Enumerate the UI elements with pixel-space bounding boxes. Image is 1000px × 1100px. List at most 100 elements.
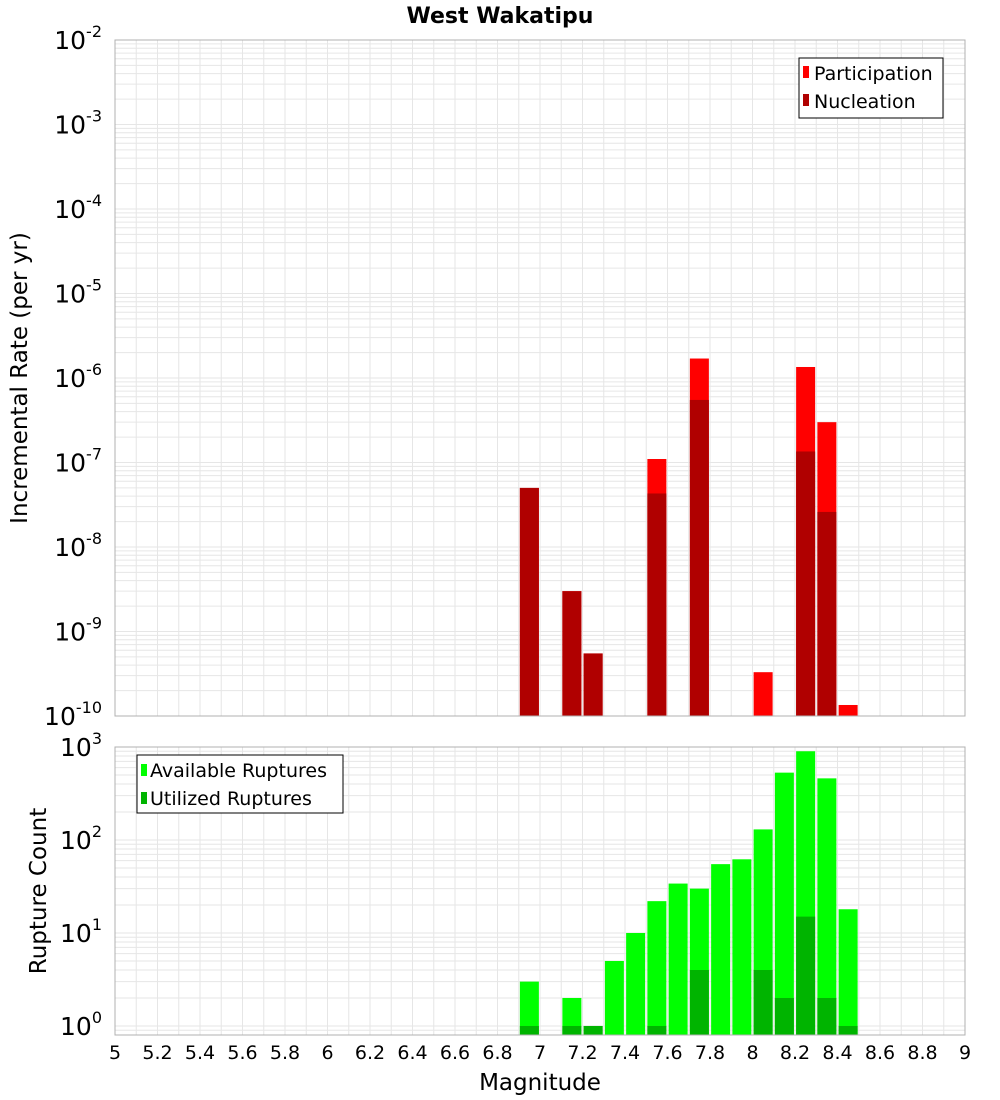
y-tick-base: 10	[54, 111, 86, 140]
available-ruptures-bar	[711, 864, 731, 1035]
utilized-ruptures-bar	[583, 1025, 603, 1035]
x-tick-label: 5	[109, 1042, 121, 1064]
y-tick-label: 10-4	[54, 191, 102, 224]
y-tick-exponent: 3	[92, 729, 102, 748]
available-ruptures-bar	[562, 997, 582, 1035]
rate-bars	[519, 358, 858, 716]
y-tick-exponent: 1	[92, 915, 102, 934]
available-legend-swatch	[141, 764, 147, 776]
x-tick-label: 7.6	[652, 1042, 682, 1064]
nucleation-bar	[562, 591, 582, 716]
y-tick-base: 10	[60, 1012, 92, 1041]
utilized-ruptures-bar	[796, 916, 816, 1035]
y-tick-exponent: -5	[86, 276, 102, 295]
y-tick-base: 10	[54, 280, 86, 309]
y-tick-exponent: 0	[92, 1008, 102, 1027]
y-tick-label: 10-8	[54, 529, 102, 562]
utilized-ruptures-bar	[838, 1025, 858, 1035]
x-tick-label: 7.8	[695, 1042, 725, 1064]
y-tick-exponent: -3	[86, 107, 102, 126]
y-tick-base: 10	[60, 733, 92, 762]
count-legend: Available Ruptures Utilized Ruptures	[136, 754, 344, 814]
nucleation-legend-swatch	[803, 94, 809, 106]
magnitude-x-ticks: 5 5.2 5.4 5.6 5.8 6 6.2 6.4 6.6 6.8 7 7.2 7.4 7.6 7.8 8…	[109, 1042, 971, 1064]
y-tick-exponent: -8	[86, 529, 102, 548]
utilized-legend-swatch	[141, 792, 147, 804]
available-ruptures-bar	[668, 883, 688, 1035]
y-tick-base: 10	[54, 195, 86, 224]
y-tick-exponent: -2	[86, 22, 102, 41]
x-tick-label: 5.8	[270, 1042, 300, 1064]
y-tick-exponent: -6	[86, 360, 102, 379]
rate-grid	[114, 39, 966, 717]
y-tick-exponent: 2	[92, 822, 102, 841]
x-tick-label: 5.6	[227, 1042, 257, 1064]
y-tick-label: 10-7	[54, 445, 102, 478]
x-tick-label: 5.2	[142, 1042, 172, 1064]
count-bars	[519, 751, 858, 1035]
utilized-ruptures-bar	[753, 969, 773, 1035]
x-tick-label: 8.2	[780, 1042, 810, 1064]
x-tick-label: 8	[746, 1042, 758, 1064]
y-tick-base: 10	[54, 364, 86, 393]
x-tick-label: 6.6	[440, 1042, 470, 1064]
x-tick-label: 7.2	[567, 1042, 597, 1064]
chart-title: West Wakatipu	[407, 4, 594, 29]
nucleation-bar	[796, 451, 816, 716]
rate-legend-box	[798, 57, 944, 119]
participation-legend-label: Participation	[814, 63, 933, 85]
available-ruptures-bar	[774, 772, 794, 1035]
x-tick-label: 7	[534, 1042, 546, 1064]
participation-legend-swatch	[803, 66, 809, 78]
utilized-legend-label: Utilized Ruptures	[150, 788, 312, 810]
utilized-ruptures-bar	[689, 969, 709, 1035]
available-ruptures-bar	[626, 932, 646, 1035]
utilized-ruptures-bar	[562, 1025, 582, 1035]
nucleation-legend-label: Nucleation	[814, 91, 916, 113]
x-axis-label: Magnitude	[479, 1070, 601, 1096]
utilized-ruptures-bar	[817, 997, 837, 1035]
nucleation-bar	[519, 487, 539, 716]
available-legend-label: Available Ruptures	[150, 760, 327, 782]
rate-y-axis-label: Incremental Rate (per yr)	[7, 232, 33, 524]
count-plot-frame	[114, 746, 966, 1036]
x-tick-label: 5.4	[185, 1042, 215, 1064]
y-tick-label: 103	[60, 729, 102, 762]
y-tick-label: 10-2	[54, 22, 102, 55]
x-tick-label: 6.2	[355, 1042, 385, 1064]
available-ruptures-bar	[817, 778, 837, 1035]
x-tick-label: 9	[959, 1042, 971, 1064]
y-tick-exponent: -9	[86, 614, 102, 633]
x-tick-label: 7.4	[610, 1042, 640, 1064]
y-tick-base: 10	[44, 702, 76, 731]
utilized-ruptures-bar	[774, 997, 794, 1035]
available-ruptures-bar	[838, 909, 858, 1035]
y-tick-label: 100	[60, 1008, 102, 1041]
y-tick-label: 102	[60, 822, 102, 855]
y-tick-base: 10	[54, 533, 86, 562]
participation-bar	[753, 672, 773, 716]
y-tick-label: 10-10	[44, 698, 102, 731]
y-tick-exponent: -4	[86, 191, 102, 210]
y-tick-label: 10-3	[54, 107, 102, 140]
count-legend-box	[136, 754, 344, 814]
y-tick-exponent: -10	[76, 698, 102, 717]
rate-legend: Participation Nucleation	[798, 57, 944, 119]
x-tick-label: 6.8	[482, 1042, 512, 1064]
y-tick-label: 10-9	[54, 614, 102, 647]
utilized-ruptures-bar	[647, 1025, 667, 1035]
x-tick-label: 8.8	[907, 1042, 937, 1064]
y-tick-base: 10	[54, 618, 86, 647]
y-tick-label: 101	[60, 915, 102, 948]
y-tick-base: 10	[54, 26, 86, 55]
y-tick-label: 10-6	[54, 360, 102, 393]
y-tick-base: 10	[60, 919, 92, 948]
nucleation-bar	[583, 653, 603, 716]
available-ruptures-bar	[519, 981, 539, 1035]
nucleation-bar	[817, 511, 837, 716]
x-tick-label: 8.6	[865, 1042, 895, 1064]
x-tick-label: 6.4	[397, 1042, 427, 1064]
